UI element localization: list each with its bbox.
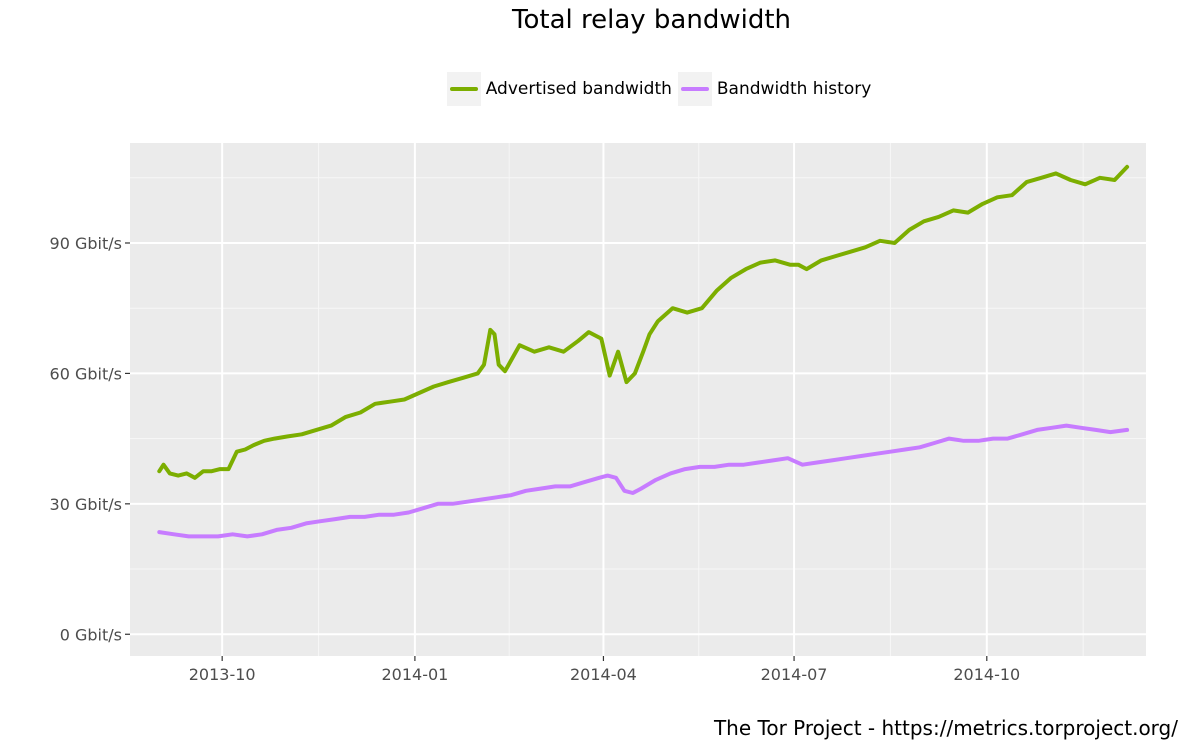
series-line-advertised-bandwidth	[157, 164, 1130, 480]
minor-gridlines	[130, 143, 1146, 656]
footer-credit: The Tor Project - https://metrics.torpro…	[713, 716, 1178, 740]
y-axis: 0 Gbit/s 30 Gbit/s 60 Gbit/s 90 Gbit/s	[50, 234, 130, 644]
y-tick-label: 30 Gbit/s	[50, 495, 122, 514]
legend-key-advertised	[446, 72, 481, 106]
legend: Advertised bandwidth Bandwidth history	[0, 72, 1200, 106]
y-tick-label: 90 Gbit/s	[50, 234, 122, 253]
y-tick-label: 60 Gbit/s	[50, 364, 122, 383]
plot-panel	[130, 143, 1146, 656]
legend-swatch-history	[680, 87, 709, 91]
x-tick-label: 2014-01	[381, 665, 448, 684]
series-line-bandwidth-history	[157, 423, 1130, 539]
major-gridlines	[130, 143, 1146, 656]
legend-item-history: Bandwidth history	[677, 72, 872, 106]
x-tick-label: 2013-10	[189, 665, 256, 684]
x-tick-label: 2014-10	[953, 665, 1020, 684]
series-lines	[157, 164, 1130, 539]
legend-item-advertised: Advertised bandwidth	[446, 72, 672, 106]
x-tick-label: 2014-07	[761, 665, 828, 684]
legend-label-history: Bandwidth history	[716, 79, 872, 99]
legend-swatch-advertised	[449, 87, 478, 91]
x-tick-label: 2014-04	[570, 665, 637, 684]
y-tick-label: 0 Gbit/s	[60, 625, 122, 644]
legend-label-advertised: Advertised bandwidth	[485, 79, 672, 99]
legend-key-history	[677, 72, 712, 106]
x-axis: 2013-10 2014-01 2014-04 2014-07 2014-10	[189, 656, 1020, 684]
chart-title: Total relay bandwidth	[512, 5, 791, 35]
